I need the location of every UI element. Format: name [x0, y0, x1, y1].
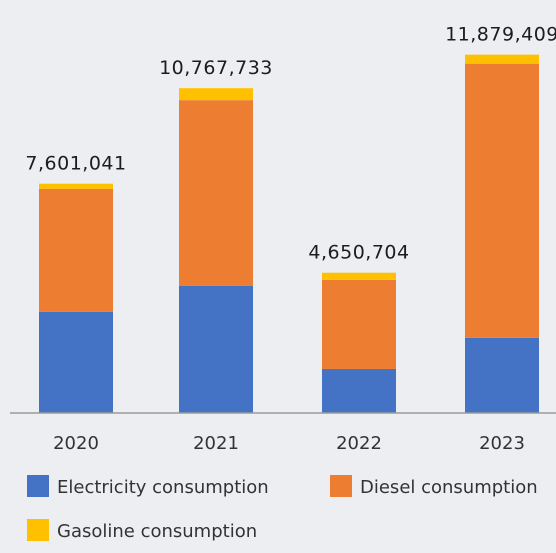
x-tick-label-2021: 2021: [193, 433, 239, 454]
legend-diesel-label: Diesel consumption: [360, 477, 538, 498]
legend-gasoline-label: Gasoline consumption: [57, 521, 257, 542]
bar-segment-2020-electricity: [39, 311, 113, 413]
bar-segment-2022-diesel: [322, 279, 396, 369]
total-label-2021: 10,767,733: [159, 57, 273, 79]
bars-group: [39, 54, 539, 413]
bar-segment-2023-electricity: [465, 337, 539, 413]
legend-electricity-label: Electricity consumption: [57, 477, 269, 498]
bar-segment-2022-electricity: [322, 368, 396, 413]
x-tick-label-2022: 2022: [336, 433, 382, 454]
x-tick-labels-group: 2020 2021 2022 2023: [53, 433, 525, 454]
bar-segment-2020-diesel: [39, 188, 113, 312]
bar-segment-2021-gasoline: [179, 88, 253, 101]
legend-electricity-swatch: [27, 475, 49, 497]
total-label-2020: 7,601,041: [25, 153, 126, 175]
legend: Electricity consumption Diesel consumptio…: [27, 475, 538, 542]
total-label-2022: 4,650,704: [308, 242, 409, 264]
bar-segment-2021-electricity: [179, 285, 253, 413]
total-labels-group: 7,601,041 10,767,733 4,650,704 11,879,409: [25, 24, 556, 264]
bar-segment-2023-diesel: [465, 63, 539, 338]
bar-segment-2020-gasoline: [39, 183, 113, 189]
bar-segment-2022-gasoline: [322, 272, 396, 280]
x-tick-label-2020: 2020: [53, 433, 99, 454]
legend-diesel-swatch: [330, 475, 352, 497]
x-tick-label-2023: 2023: [479, 433, 525, 454]
bar-segment-2023-gasoline: [465, 54, 539, 64]
bar-segment-2021-diesel: [179, 100, 253, 286]
total-label-2023: 11,879,409: [445, 24, 556, 46]
legend-gasoline-swatch: [27, 519, 49, 541]
